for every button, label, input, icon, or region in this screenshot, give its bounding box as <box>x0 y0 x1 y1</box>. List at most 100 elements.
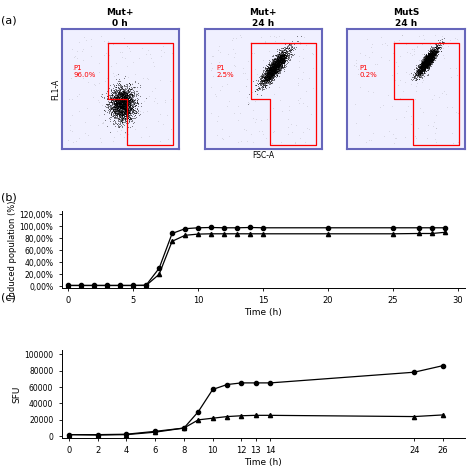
Point <box>426 53 434 60</box>
Point <box>121 73 129 80</box>
Point <box>275 57 283 65</box>
Point <box>105 100 112 108</box>
Point <box>270 60 277 68</box>
Point <box>256 78 264 85</box>
Point <box>367 137 374 144</box>
Point <box>424 58 431 66</box>
Point <box>426 58 433 65</box>
Point <box>116 89 123 97</box>
Point <box>123 95 130 103</box>
Point <box>269 71 276 79</box>
Point <box>274 61 282 69</box>
Point <box>429 54 437 61</box>
Point <box>280 59 287 66</box>
Point <box>118 92 126 100</box>
Point <box>278 50 286 57</box>
Point <box>271 57 278 65</box>
Point <box>434 44 442 52</box>
Point <box>118 90 126 98</box>
Point <box>125 97 133 104</box>
Point <box>429 51 437 59</box>
Point <box>419 60 427 67</box>
Point <box>123 93 130 101</box>
Point <box>426 54 434 61</box>
Point <box>425 53 432 61</box>
Point <box>449 139 457 147</box>
Point <box>279 64 286 72</box>
Point <box>118 111 126 119</box>
Point <box>118 101 126 109</box>
Point <box>280 50 287 58</box>
Point <box>421 56 428 64</box>
Point <box>268 64 276 71</box>
Point <box>272 65 279 73</box>
Point <box>269 71 276 79</box>
Point <box>425 51 432 59</box>
Point <box>267 78 275 85</box>
Point <box>122 97 130 104</box>
Point <box>129 105 137 113</box>
Point <box>267 75 274 82</box>
Point <box>424 58 431 65</box>
Point <box>235 103 242 110</box>
Point <box>115 101 123 109</box>
Point <box>428 53 436 60</box>
Point <box>420 60 428 68</box>
Point <box>115 79 122 87</box>
Point <box>429 53 437 60</box>
Point <box>419 61 427 69</box>
Point <box>274 61 282 69</box>
Point <box>267 62 274 70</box>
Point <box>270 68 277 75</box>
Point <box>278 58 286 65</box>
Point <box>114 101 122 109</box>
Point <box>419 62 427 70</box>
Point <box>423 54 431 61</box>
Point <box>431 45 438 53</box>
Point <box>125 93 132 101</box>
Point <box>423 55 431 62</box>
Point <box>267 68 274 75</box>
Point <box>283 53 290 60</box>
Point <box>147 54 155 62</box>
Point <box>275 49 283 56</box>
Point <box>269 66 277 73</box>
Point <box>267 67 275 75</box>
Point <box>264 64 272 71</box>
Point <box>409 73 417 81</box>
Point <box>128 112 136 120</box>
Point <box>124 87 131 95</box>
Point <box>263 69 271 77</box>
Point <box>68 96 76 103</box>
Point <box>285 47 293 54</box>
Point <box>428 57 436 65</box>
Point <box>279 60 287 67</box>
Point <box>111 105 118 113</box>
Point <box>270 66 277 74</box>
Point <box>119 99 127 107</box>
Point <box>124 89 131 97</box>
Point <box>270 67 278 74</box>
Point <box>279 51 287 59</box>
Point <box>264 70 272 78</box>
Point <box>275 49 283 56</box>
Point <box>264 74 272 82</box>
Point <box>425 53 432 61</box>
Point <box>420 59 428 67</box>
Point <box>428 52 436 60</box>
Point <box>111 95 119 103</box>
Point <box>262 76 270 83</box>
Point <box>130 88 138 95</box>
Point <box>423 60 431 68</box>
Point <box>426 56 433 64</box>
Point <box>123 84 130 91</box>
Point <box>255 86 263 93</box>
Point <box>422 60 429 67</box>
Point <box>274 55 282 63</box>
Point <box>269 51 277 59</box>
Point <box>87 35 94 42</box>
Point <box>108 99 116 107</box>
Point <box>426 55 434 63</box>
Point <box>419 65 426 72</box>
Point <box>426 58 433 65</box>
